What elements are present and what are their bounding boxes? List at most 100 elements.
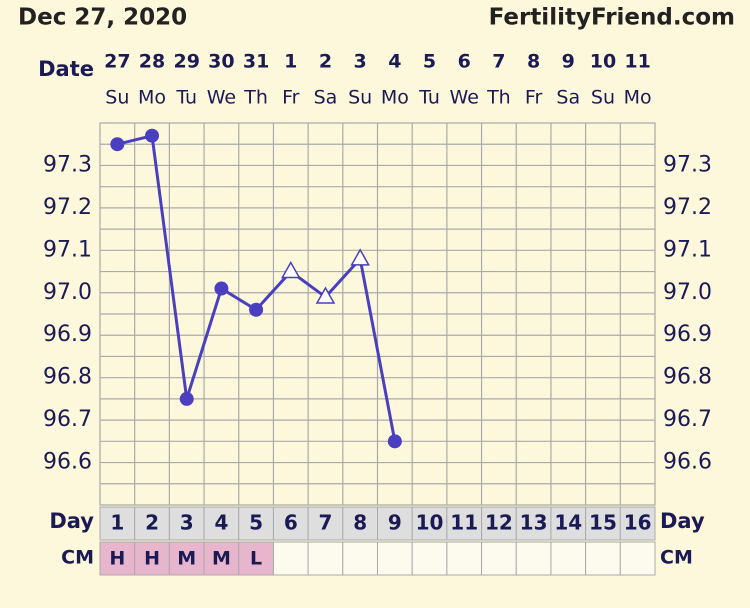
date-label: 11 bbox=[624, 51, 650, 73]
x-tick-label: 9 bbox=[388, 511, 402, 535]
day-cell bbox=[619, 506, 656, 541]
y2-tick-label: 96.6 bbox=[663, 450, 712, 475]
y-tick-label: 96.8 bbox=[43, 365, 92, 390]
cm-cell bbox=[377, 541, 413, 576]
x-tick-label: 1 bbox=[110, 511, 124, 535]
day-cell bbox=[168, 506, 205, 541]
cm-value: H bbox=[109, 548, 125, 570]
y2-tick-label: 97.2 bbox=[663, 195, 712, 220]
cm-label-right: CM bbox=[660, 547, 693, 569]
marker-circle bbox=[145, 128, 160, 143]
weekday-label: Th bbox=[486, 87, 511, 109]
weekday-label: Fr bbox=[525, 87, 543, 109]
y-tick-label: 96.9 bbox=[43, 322, 92, 347]
date-label: 29 bbox=[173, 51, 199, 73]
x-tick-label: 15 bbox=[589, 511, 617, 535]
cm-value: L bbox=[250, 548, 262, 570]
marker-circle bbox=[110, 137, 125, 152]
cm-cell bbox=[515, 541, 552, 576]
date-label: 28 bbox=[139, 51, 165, 73]
day-cell bbox=[550, 506, 587, 541]
y2-tick-label: 97.1 bbox=[663, 237, 712, 262]
y2-tick-label: 96.8 bbox=[663, 365, 712, 390]
header-title: Dec 27, 2020 bbox=[18, 5, 187, 31]
weekday-label: Su bbox=[348, 87, 372, 109]
day-label-right: Day bbox=[660, 509, 705, 533]
marker-circle bbox=[249, 302, 264, 317]
weekday-label: Sa bbox=[556, 87, 580, 109]
x-tick-label: 13 bbox=[520, 511, 548, 535]
weekday-label: Su bbox=[105, 87, 129, 109]
cm-cell bbox=[550, 541, 587, 576]
site-name: FertilityFriend.com bbox=[489, 5, 735, 31]
cm-cell bbox=[134, 541, 170, 576]
weekday-label: Fr bbox=[282, 87, 300, 109]
cm-cell bbox=[619, 541, 656, 576]
x-tick-label: 6 bbox=[284, 511, 298, 535]
date-label: 30 bbox=[208, 51, 234, 73]
marker-triangle bbox=[350, 248, 370, 266]
cm-value: M bbox=[212, 548, 231, 570]
date-label: 10 bbox=[590, 51, 616, 73]
x-tick-label: 3 bbox=[180, 511, 194, 535]
day-cell bbox=[446, 506, 483, 541]
x-tick-label: 11 bbox=[450, 511, 478, 535]
day-cell bbox=[481, 506, 517, 541]
day-cell bbox=[238, 506, 274, 541]
date-label: 5 bbox=[423, 51, 436, 73]
x-tick-label: 14 bbox=[554, 511, 582, 535]
x-tick-label: 12 bbox=[485, 511, 513, 535]
x-tick-label: 8 bbox=[353, 511, 367, 535]
date-label: 6 bbox=[458, 51, 471, 73]
cm-cell bbox=[307, 541, 344, 576]
date-label: 31 bbox=[243, 51, 269, 73]
day-cell bbox=[307, 506, 344, 541]
cm-cell bbox=[238, 541, 274, 576]
cm-cell bbox=[411, 541, 448, 576]
weekday-label: Tu bbox=[418, 87, 440, 109]
y-tick-label: 97.0 bbox=[43, 280, 92, 305]
weekday-label: Su bbox=[591, 87, 615, 109]
x-tick-label: 7 bbox=[319, 511, 333, 535]
y-tick-label: 96.6 bbox=[43, 450, 92, 475]
weekday-label: Mo bbox=[381, 87, 409, 109]
date-label: 9 bbox=[562, 51, 575, 73]
day-cell bbox=[342, 506, 378, 541]
marker-triangle bbox=[280, 261, 301, 279]
x-tick-label: 16 bbox=[624, 511, 652, 535]
cm-cell bbox=[203, 541, 240, 576]
marker-circle bbox=[387, 434, 402, 449]
cm-cell bbox=[168, 541, 205, 576]
y-tick-label: 97.2 bbox=[43, 195, 92, 220]
cm-label: CM bbox=[61, 547, 94, 569]
weekday-label: Sa bbox=[314, 87, 338, 109]
date-label: 1 bbox=[284, 51, 297, 73]
y2-tick-label: 97.0 bbox=[663, 280, 712, 305]
day-cell bbox=[411, 506, 448, 541]
x-tick-label: 5 bbox=[249, 511, 263, 535]
y-tick-label: 97.1 bbox=[43, 237, 92, 262]
day-cell bbox=[585, 506, 621, 541]
date-label: 3 bbox=[354, 51, 367, 73]
y2-tick-label: 96.9 bbox=[663, 322, 712, 347]
date-label: 27 bbox=[104, 51, 130, 73]
y-tick-label: 96.7 bbox=[43, 407, 92, 432]
weekday-label: We bbox=[450, 87, 479, 109]
date-label: 8 bbox=[527, 51, 540, 73]
cm-cell bbox=[585, 541, 621, 576]
marker-circle bbox=[214, 281, 229, 296]
date-label: 2 bbox=[319, 51, 332, 73]
weekday-label: Th bbox=[243, 87, 268, 109]
cm-value: M bbox=[177, 548, 196, 570]
date-label: 7 bbox=[492, 51, 505, 73]
marker-circle bbox=[179, 391, 194, 406]
cm-cell bbox=[99, 541, 136, 576]
date-label: 4 bbox=[388, 51, 401, 73]
weekday-label: Tu bbox=[175, 87, 197, 109]
marker-triangle bbox=[315, 286, 336, 304]
y-tick-label: 97.3 bbox=[43, 152, 92, 177]
weekday-label: Mo bbox=[138, 87, 166, 109]
day-cell bbox=[272, 506, 309, 541]
day-label: Day bbox=[49, 509, 94, 533]
